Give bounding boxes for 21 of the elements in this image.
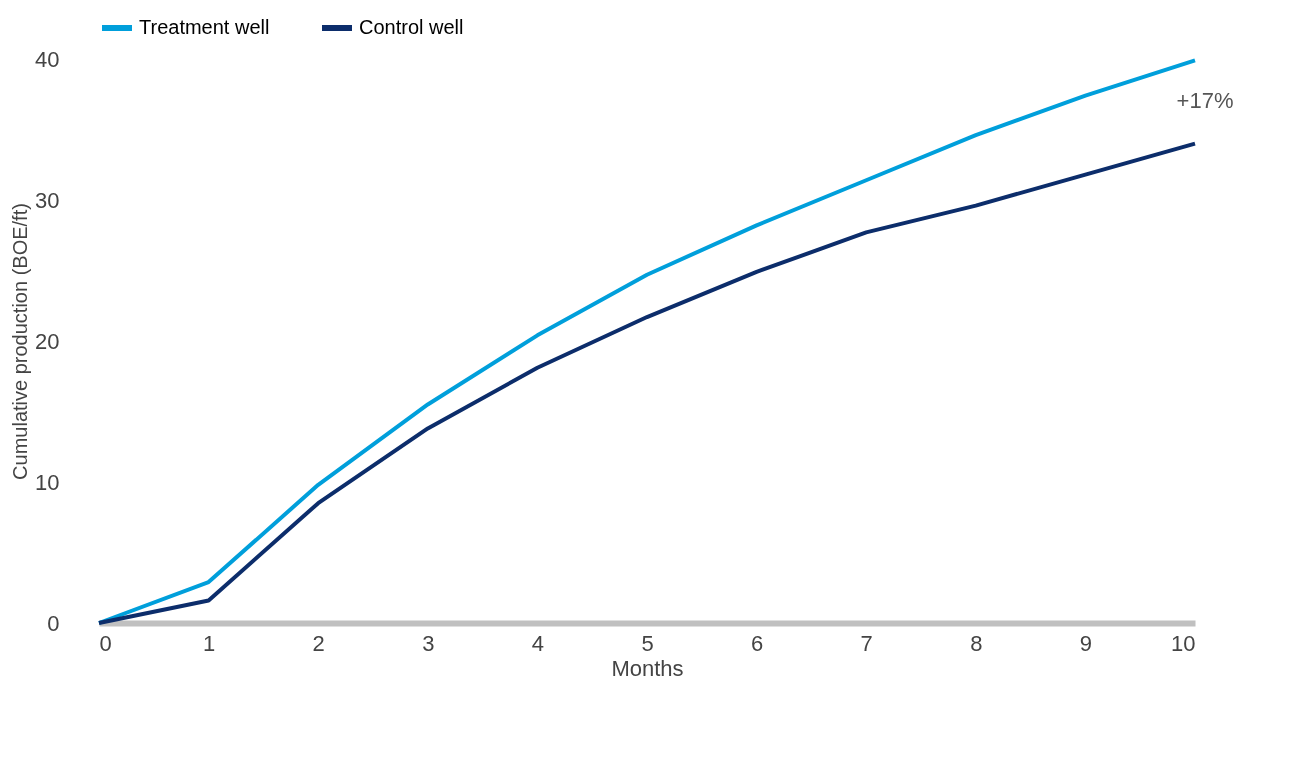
legend-label: Control well [359,16,464,38]
x-tick-label: 10 [1171,630,1196,656]
x-tick-label: 7 [860,630,873,656]
y-axis-title: Cumulative production (BOE/ft) [9,203,32,480]
annotation: +17% [1176,88,1234,113]
y-tick-label: 10 [35,469,60,495]
y-tick-label: 40 [35,46,60,72]
x-axis-title: Months [611,655,684,681]
x-tick-label: 5 [641,630,654,656]
x-tick-label: 4 [531,630,545,656]
y-tick-label: 0 [47,610,60,636]
x-tick-label: 8 [970,630,983,656]
x-tick-label: 2 [312,630,325,656]
x-tick-label: 0 [99,630,112,656]
x-tick-label: 1 [202,630,216,656]
legend-label: Treatment well [139,16,270,38]
x-tick-label: 9 [1079,630,1093,656]
x-tick-label: 6 [750,630,764,656]
x-tick-label: 3 [422,630,435,656]
y-tick-label: 30 [35,187,60,213]
y-tick-label: 20 [35,328,60,354]
